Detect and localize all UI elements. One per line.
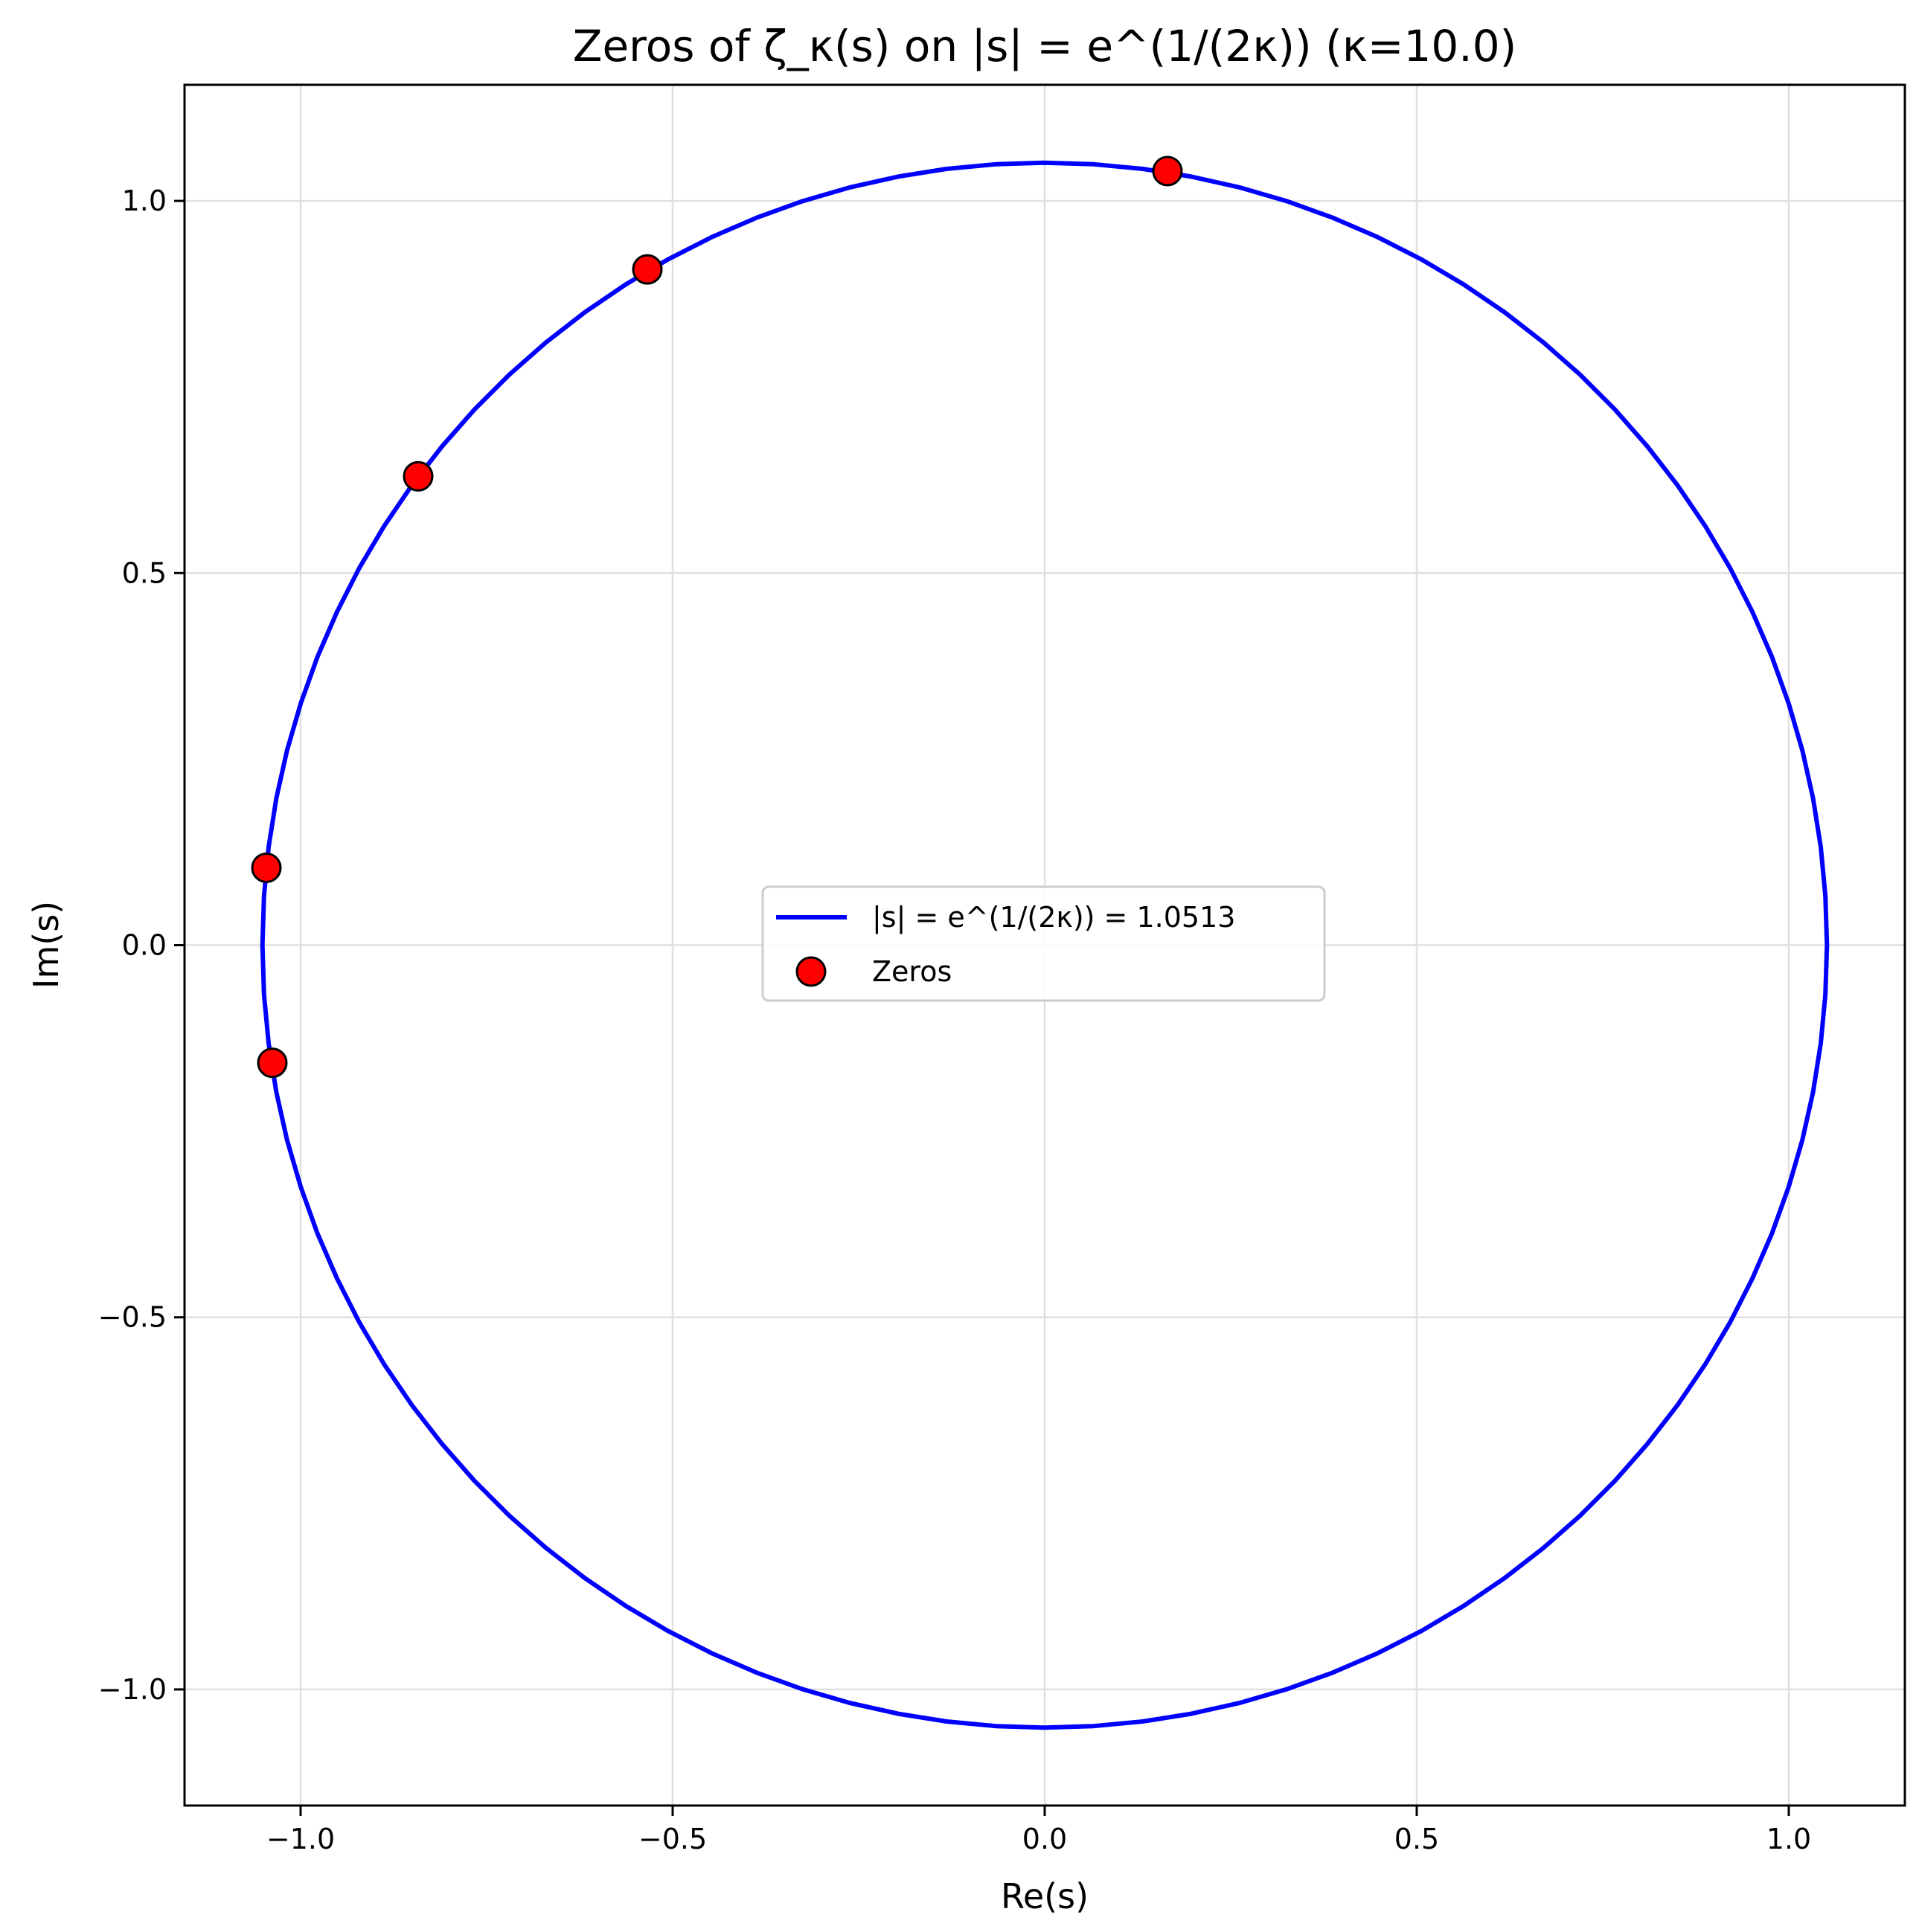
legend-box: [761, 885, 1326, 1002]
zero-point: [251, 852, 282, 883]
x-tick-label: −1.0: [266, 1823, 335, 1855]
y-tick-label: −1.0: [98, 1673, 167, 1706]
zero-point: [403, 460, 434, 492]
y-tick-label: 1.0: [122, 184, 167, 217]
x-tick-label: 0.5: [1394, 1823, 1439, 1855]
zero-point: [1152, 155, 1183, 187]
y-tick-label: −0.5: [98, 1301, 167, 1334]
zero-point: [257, 1047, 288, 1079]
circle-series-line: [260, 160, 1830, 1730]
y-axis-label: Im(s): [26, 901, 66, 989]
chart-title: Zeros of ζ_κ(s) on |s| = e^(1/(2κ)) (κ=1…: [573, 21, 1517, 71]
legend-zeros-swatch: [795, 956, 827, 987]
y-tick-label: 0.5: [122, 556, 167, 589]
legend-zeros-label: Zeros: [872, 955, 952, 988]
zero-point: [632, 254, 663, 285]
x-tick-label: 0.0: [1022, 1823, 1067, 1855]
x-tick-label: 1.0: [1766, 1823, 1811, 1855]
legend-circle-label: |s| = e^(1/(2κ)) = 1.0513: [872, 901, 1235, 934]
axis-ticks: −1.0 −0.5 0.0 0.5 1.0 −1.0 −0.5 0.0 0.5 1.0: [98, 184, 1812, 1855]
y-tick-label: 0.0: [122, 929, 167, 962]
plot-data: [251, 155, 1830, 1730]
legend: |s| = e^(1/(2κ)) = 1.0513 Zeros: [761, 885, 1326, 1002]
x-axis-label: Re(s): [1001, 1876, 1089, 1916]
x-tick-label: −0.5: [638, 1823, 707, 1855]
